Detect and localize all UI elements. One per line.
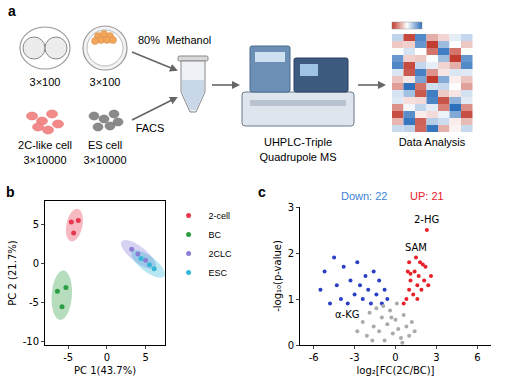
- svg-text:5: 5: [142, 352, 148, 363]
- svg-text:-5: -5: [29, 297, 39, 308]
- svg-text:3×10000: 3×10000: [23, 154, 66, 166]
- svg-text:3: 3: [288, 202, 294, 213]
- svg-text:Data Analysis: Data Analysis: [399, 136, 466, 148]
- svg-text:2-cell: 2-cell: [209, 211, 231, 221]
- svg-text:2C-like cell: 2C-like cell: [18, 139, 72, 151]
- svg-text:3: 3: [433, 352, 439, 363]
- svg-text:-5: -5: [63, 352, 73, 363]
- svg-text:FACS: FACS: [136, 122, 165, 134]
- svg-text:3×10000: 3×10000: [83, 154, 126, 166]
- svg-text:2CLC: 2CLC: [209, 249, 233, 259]
- svg-text:1: 1: [288, 294, 294, 305]
- svg-text:SAM: SAM: [405, 242, 427, 253]
- svg-text:-10: -10: [23, 336, 39, 347]
- svg-text:0: 0: [288, 340, 294, 351]
- svg-text:-6: -6: [309, 352, 319, 363]
- svg-text:0: 0: [104, 352, 110, 363]
- svg-text:6: 6: [474, 352, 480, 363]
- svg-text:2: 2: [288, 248, 294, 259]
- svg-text:Methanol: Methanol: [166, 34, 211, 46]
- svg-text:log₂[FC(2C/BC)]: log₂[FC(2C/BC)]: [357, 365, 435, 376]
- svg-text:-3: -3: [350, 352, 360, 363]
- svg-text:5: 5: [33, 219, 39, 230]
- svg-text:80%: 80%: [138, 34, 160, 46]
- svg-text:-log₁₀(p-value): -log₁₀(p-value): [272, 240, 283, 312]
- svg-text:a: a: [8, 3, 16, 19]
- svg-text:α-KG: α-KG: [335, 309, 360, 320]
- svg-text:0: 0: [33, 258, 39, 269]
- html-text:c: c: [258, 184, 266, 200]
- svg-text:PC 1(43.7%): PC 1(43.7%): [74, 365, 136, 376]
- svg-text:UHPLC-Triple: UHPLC-Triple: [264, 136, 332, 148]
- svg-text:Quadrupole MS: Quadrupole MS: [259, 151, 336, 163]
- html-text:b: b: [6, 184, 15, 200]
- svg-text:0: 0: [392, 352, 398, 363]
- svg-text:BC: BC: [209, 230, 222, 240]
- svg-text:3×100: 3×100: [90, 76, 121, 88]
- svg-text:3×100: 3×100: [30, 76, 61, 88]
- svg-text:PC 2 (21.7%): PC 2 (21.7%): [7, 240, 18, 305]
- svg-text:UP: 21: UP: 21: [410, 190, 444, 202]
- svg-text:2-HG: 2-HG: [414, 214, 439, 225]
- svg-text:ESC: ESC: [209, 268, 228, 278]
- svg-text:Down: 22: Down: 22: [341, 190, 387, 202]
- svg-text:ES cell: ES cell: [88, 139, 122, 151]
